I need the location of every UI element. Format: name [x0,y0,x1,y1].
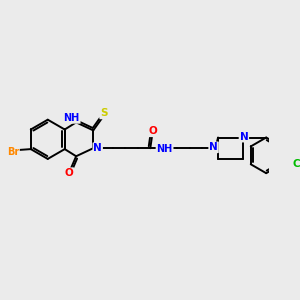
Text: Cl: Cl [292,159,300,169]
Text: NH: NH [156,144,173,154]
Text: Br: Br [7,147,19,157]
Text: O: O [148,126,157,136]
Text: N: N [239,132,248,142]
Text: S: S [100,109,108,118]
Text: NH: NH [64,113,80,123]
Text: N: N [209,142,218,152]
Text: N: N [93,143,102,153]
Text: O: O [64,168,74,178]
